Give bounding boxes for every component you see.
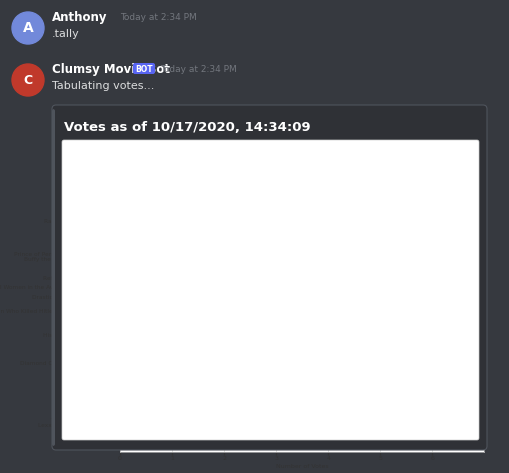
Bar	[120, 219, 432, 223]
Bar	[120, 253, 328, 256]
Bar	[120, 371, 223, 374]
Bar	[120, 376, 223, 379]
Bar	[120, 324, 275, 327]
Circle shape	[12, 64, 44, 96]
Bar	[120, 352, 223, 355]
Bar	[120, 328, 275, 332]
FancyBboxPatch shape	[62, 140, 478, 440]
Bar	[120, 437, 172, 440]
Bar	[120, 272, 328, 275]
Bar	[120, 257, 328, 261]
Text: Votes as of 10/17/2020, 14:34:09: Votes as of 10/17/2020, 14:34:09	[64, 121, 310, 133]
Bar	[120, 342, 223, 346]
Bar	[120, 366, 223, 369]
Bar	[120, 309, 275, 313]
Circle shape	[12, 12, 44, 44]
Bar	[120, 432, 172, 436]
Bar	[120, 262, 328, 265]
FancyBboxPatch shape	[133, 63, 155, 74]
Text: A: A	[22, 21, 33, 35]
Text: Today at 2:34 PM: Today at 2:34 PM	[120, 14, 196, 23]
Bar	[120, 290, 275, 294]
Bar	[120, 314, 275, 317]
FancyBboxPatch shape	[52, 105, 486, 450]
Bar	[120, 394, 223, 398]
Bar	[120, 390, 223, 393]
Bar	[120, 243, 380, 246]
Title: Clumsy Movie Ranking (as of 10/17/2020, 14:34:09): Clumsy Movie Ranking (as of 10/17/2020, …	[203, 192, 401, 201]
Bar	[120, 380, 223, 384]
Bar	[120, 385, 223, 388]
Bar	[120, 248, 328, 251]
Bar	[120, 413, 172, 417]
Bar	[120, 409, 172, 412]
X-axis label: Number of Votes: Number of Votes	[275, 464, 328, 469]
Bar	[120, 399, 172, 403]
Text: .tally: .tally	[52, 29, 79, 39]
Bar	[120, 305, 275, 308]
Bar	[120, 338, 223, 341]
Text: Tabulating votes...: Tabulating votes...	[52, 81, 154, 91]
Bar	[120, 229, 432, 232]
Bar	[120, 404, 172, 407]
Bar	[120, 234, 380, 237]
Bar	[120, 428, 172, 431]
Bar	[120, 418, 172, 421]
Bar	[120, 300, 275, 303]
Bar	[120, 357, 223, 360]
Bar	[120, 361, 223, 365]
Bar	[120, 276, 328, 280]
Text: BOT: BOT	[135, 64, 153, 73]
Bar	[120, 238, 380, 242]
Bar	[120, 319, 275, 322]
FancyBboxPatch shape	[52, 109, 55, 446]
Bar	[120, 347, 223, 350]
Text: Today at 2:34 PM: Today at 2:34 PM	[160, 65, 236, 75]
Text: Clumsy Movie Bot: Clumsy Movie Bot	[52, 63, 169, 77]
Text: C: C	[23, 73, 33, 87]
Bar	[120, 286, 275, 289]
Bar	[120, 224, 432, 228]
Bar	[120, 267, 328, 270]
Bar	[120, 423, 172, 426]
Bar	[120, 333, 223, 336]
Text: Anthony: Anthony	[52, 11, 107, 25]
Bar	[120, 281, 328, 284]
Bar	[120, 295, 275, 298]
Bar	[120, 215, 432, 218]
